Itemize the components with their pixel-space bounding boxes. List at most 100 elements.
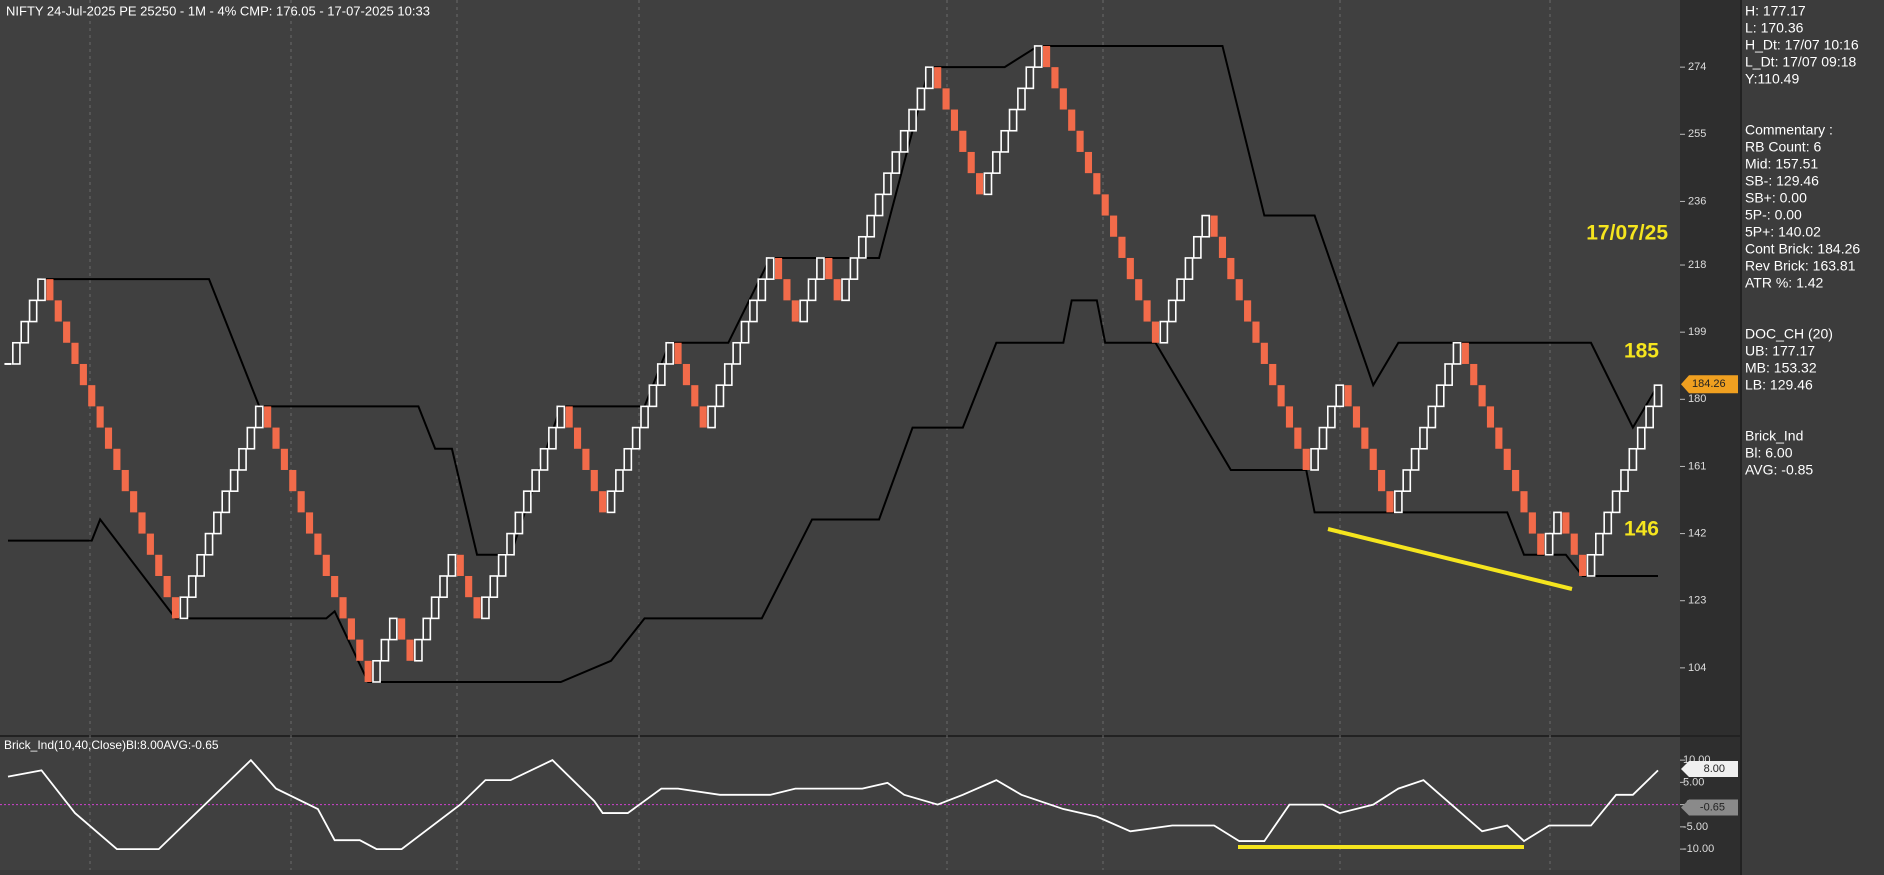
up-brick (254, 405, 264, 429)
down-brick (71, 342, 79, 364)
up-brick (514, 511, 524, 535)
up-brick (615, 469, 624, 492)
down-brick (791, 300, 799, 322)
down-brick (322, 554, 330, 576)
down-brick (1570, 533, 1578, 555)
down-brick (1361, 427, 1369, 449)
down-brick (1151, 321, 1160, 343)
up-brick (1653, 384, 1663, 408)
down-brick (1277, 385, 1285, 407)
up-brick (12, 341, 21, 365)
down-brick (1294, 427, 1302, 449)
up-brick (481, 596, 490, 620)
down-brick (1378, 469, 1386, 492)
up-brick (640, 405, 649, 429)
up-brick (548, 426, 557, 450)
up-brick (1184, 257, 1194, 280)
down-brick (590, 469, 598, 492)
up-brick (1419, 426, 1428, 450)
up-brick (1167, 299, 1177, 323)
down-brick (565, 406, 573, 428)
down-brick (138, 512, 146, 534)
up-brick (899, 129, 909, 153)
chart-title: NIFTY 24-Jul-2025 PE 25250 - 1M - 4% CMP… (6, 3, 430, 18)
up-brick (372, 659, 381, 683)
down-brick (825, 257, 833, 280)
info-line: L_Dt: 17/07 09:18 (1745, 54, 1857, 70)
up-brick (531, 469, 541, 492)
up-brick (414, 638, 423, 662)
up-brick (489, 575, 499, 598)
info-line: H: 177.17 (1745, 3, 1806, 19)
up-brick (665, 341, 675, 365)
down-brick (297, 491, 305, 513)
up-brick (196, 553, 205, 577)
down-brick (280, 448, 288, 470)
up-brick (447, 553, 457, 577)
info-line: SB+: 0.00 (1745, 190, 1807, 206)
up-brick (1025, 66, 1035, 90)
up-brick (1611, 490, 1621, 514)
info-line: Brick_Ind (1745, 428, 1803, 444)
info-line: Mid: 157.51 (1745, 156, 1818, 172)
price-axis (1680, 0, 1740, 875)
up-brick (1636, 426, 1646, 450)
up-brick (1310, 447, 1319, 471)
up-brick (732, 341, 742, 365)
up-brick (991, 151, 1001, 174)
info-line: L: 170.36 (1745, 20, 1804, 36)
up-brick (179, 596, 189, 620)
up-brick (1008, 108, 1018, 132)
down-brick (674, 342, 682, 364)
down-brick (1470, 363, 1478, 386)
up-brick (221, 490, 231, 514)
down-brick (1528, 512, 1536, 534)
down-brick (1051, 67, 1059, 89)
y-tick-label: 142 (1688, 527, 1706, 539)
down-brick (305, 512, 314, 534)
down-brick (1269, 363, 1277, 386)
down-brick (1118, 236, 1126, 258)
down-brick (163, 575, 171, 598)
up-brick (1318, 426, 1328, 450)
up-brick (1603, 511, 1613, 535)
down-brick (406, 639, 414, 661)
value-tag-label: 8.00 (1704, 763, 1725, 775)
y-tick-label: -5.00 (1683, 821, 1708, 833)
down-brick (1461, 342, 1469, 364)
up-brick (229, 469, 239, 492)
indicator-pane (0, 737, 1680, 870)
down-brick (155, 554, 163, 576)
indicator-title: Brick_Ind(10,40,Close)Bl:8.00AVG:-0.65 (4, 738, 219, 752)
up-brick (816, 257, 825, 280)
up-brick (1435, 384, 1445, 408)
down-brick (1369, 448, 1377, 470)
down-brick (573, 427, 582, 449)
down-brick (1043, 45, 1051, 68)
down-brick (54, 300, 62, 322)
down-brick (682, 363, 690, 386)
value-tag (1681, 799, 1738, 816)
up-brick (1393, 490, 1403, 514)
up-brick (1335, 384, 1345, 408)
up-brick (1326, 405, 1336, 429)
y-tick-label: 274 (1688, 61, 1706, 73)
up-brick (924, 66, 934, 90)
down-brick (582, 448, 590, 470)
info-line: 5P-: 0.00 (1745, 207, 1802, 223)
up-brick (388, 617, 398, 641)
down-brick (1352, 406, 1361, 428)
up-brick (707, 405, 716, 429)
up-brick (883, 172, 892, 196)
up-brick (1553, 511, 1562, 535)
up-brick (1645, 405, 1654, 429)
down-brick (104, 427, 113, 449)
up-brick (439, 575, 448, 598)
info-line: SB-: 129.46 (1745, 173, 1819, 189)
lower-channel (8, 299, 1658, 683)
down-brick (1101, 194, 1109, 216)
y-tick-label: -10.00 (1683, 843, 1714, 855)
down-brick (398, 618, 406, 640)
down-brick (1562, 512, 1570, 534)
up-brick (631, 426, 641, 450)
